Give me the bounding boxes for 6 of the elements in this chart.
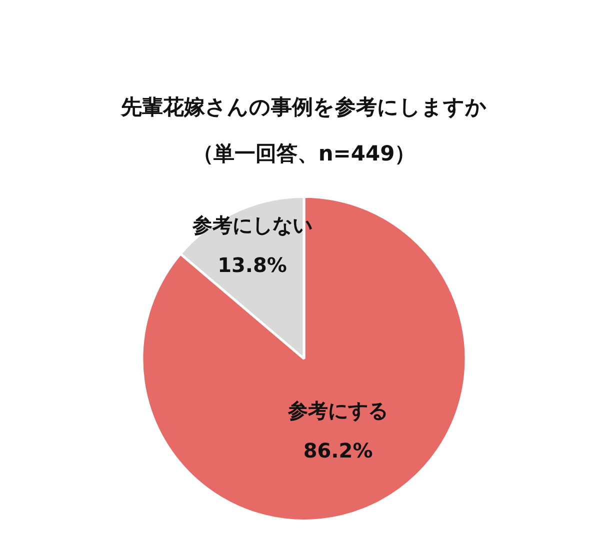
data-label: 13.8%: [218, 253, 287, 278]
data-label: 86.2%: [303, 438, 373, 462]
slice-label: 参考にする: [287, 398, 388, 422]
slice-label: 参考にしない: [191, 213, 312, 238]
chart-subtitle: （単一回答、n=449）: [192, 141, 416, 166]
chart-title: 先輩花嫁さんの事例を参考にしますか: [120, 95, 487, 120]
